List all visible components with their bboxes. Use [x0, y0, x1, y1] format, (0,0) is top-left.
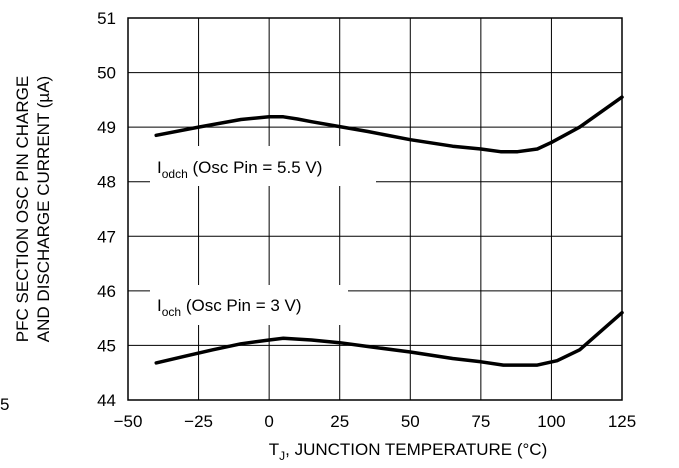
y-tick-label: 45 [97, 336, 116, 355]
annotation-och-main: I [157, 296, 162, 315]
series-line-1 [154, 310, 624, 367]
x-tick-label: 50 [401, 412, 420, 431]
y-axis-title-line-1: PFC SECTION OSC PIN CHARGE [13, 76, 32, 342]
annotations: Iodch (Osc Pin = 5.5 V) Ioch (Osc Pin = … [150, 146, 376, 325]
y-tick-label: 48 [97, 173, 116, 192]
series-lines [154, 95, 624, 367]
y-tick-label: 46 [97, 282, 116, 301]
y-tick-label: 49 [97, 118, 116, 137]
annotation-odch-background [150, 146, 376, 186]
x-tick-label: 125 [608, 412, 636, 431]
x-tick-label: 0 [264, 412, 273, 431]
y-tick-label: 51 [97, 9, 116, 28]
x-tick-label: 75 [471, 412, 490, 431]
annotation-och-rest: (Osc Pin = 3 V) [181, 296, 301, 315]
grid-lines [127, 17, 623, 401]
x-axis-title-main: T [269, 440, 279, 459]
x-tick-label: −25 [184, 412, 213, 431]
x-tick-label: 100 [537, 412, 565, 431]
tick-labels: −50 −25 0 25 50 75 100 125 44 45 46 47 48 49 50 51 [97, 9, 636, 431]
annotation-och: Ioch (Osc Pin = 3 V) [157, 296, 302, 319]
x-tick-label: 25 [330, 412, 349, 431]
y-axis-title-line-2: AND DISCHARGE CURRENT (µA) [34, 76, 53, 342]
annotation-odch-main: I [157, 158, 162, 177]
x-axis-title-sub: J [279, 449, 285, 463]
side-mark: 5 [0, 395, 9, 414]
annotation-odch-sub: odch [162, 167, 188, 181]
x-axis-title-rest: , JUNCTION TEMPERATURE (°C) [285, 440, 547, 459]
y-tick-label: 47 [97, 227, 116, 246]
annotation-odch: Iodch (Osc Pin = 5.5 V) [157, 158, 322, 181]
plot-frame [127, 17, 623, 401]
y-tick-label: 50 [97, 64, 116, 83]
annotation-och-sub: och [162, 305, 181, 319]
annotation-odch-rest: (Osc Pin = 5.5 V) [188, 158, 323, 177]
y-tick-label: 44 [97, 391, 116, 410]
x-tick-label: −50 [114, 412, 143, 431]
series-line-0 [154, 95, 624, 154]
x-axis-title: TJ, JUNCTION TEMPERATURE (°C) [269, 440, 548, 463]
annotation-och-background [150, 285, 348, 325]
